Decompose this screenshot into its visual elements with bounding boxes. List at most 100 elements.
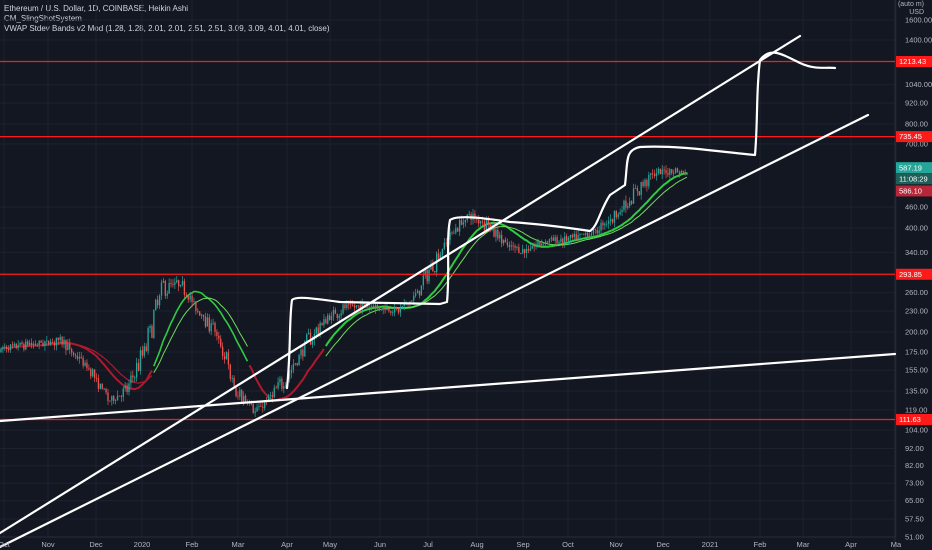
candle-body [615,210,618,218]
candle-body [529,248,532,251]
candle-body [27,341,29,345]
price-axis[interactable]: 1600.00 1400.00 1040.00 920.00 800.00 700.00 4… [905,16,932,542]
candle-body [288,373,291,380]
candle-body [608,221,610,224]
trend-drawings[interactable] [0,34,897,549]
price-tick-label: 260.00 [905,288,928,297]
candle-body [321,323,323,326]
candle-body [390,311,392,313]
candle-body [210,323,212,332]
candle-body [70,349,73,353]
level-price-tag: 293.85 [896,268,932,280]
candle-body [575,233,577,240]
candle-body [92,369,94,377]
candle-body [51,341,54,343]
candle-body [479,221,482,224]
candle-body [665,170,667,174]
candle-body [399,307,402,313]
candle-body [485,218,488,231]
candle-body [300,349,302,356]
candle-body [229,364,231,379]
ma-red-line [248,348,325,402]
candle-body [304,341,306,357]
candle-body [388,308,390,312]
candle-body [634,188,637,189]
candle-body [474,213,476,219]
candle-body [516,247,518,248]
candle-body [355,305,358,308]
candle-body [483,222,486,231]
candle-body [122,388,124,397]
time-tick-label: Oct [0,540,11,549]
price-tick-label: 1600.00 [905,16,932,25]
candle-body [283,386,285,389]
candle-body [78,356,80,359]
candle-body [351,304,354,306]
candle-body [577,234,579,240]
time-tick-label: Sep [516,540,529,549]
candle-body [502,239,505,244]
candle-body [565,236,568,241]
candle-body [581,233,583,235]
time-tick-label: Jun [374,540,386,549]
time-tick-label: Nov [41,540,55,549]
candle-body [309,332,312,345]
candle-body [571,235,574,238]
candle-body [420,285,423,296]
candle-body [535,245,537,247]
candle-body [328,315,331,321]
candle-body [294,363,296,365]
candle-body [455,228,457,233]
price-tick-label: 920.00 [905,99,928,108]
candle-body [212,322,214,324]
candle-body [493,224,495,237]
candle-body [19,342,21,345]
candle-body [648,174,650,187]
legend-indicator-slingshot: CM_SlingShotSystem [4,14,82,23]
candle-body [508,244,510,247]
candle-body [135,362,138,378]
candle-body [113,396,115,401]
candle-body [453,232,455,234]
candle-body [426,270,428,282]
candle-body [153,310,155,338]
price-tick-label: 340.00 [905,248,928,257]
time-tick-label: Nov [609,540,623,549]
last-price-tag-bg [896,162,932,174]
candle-body [684,172,686,175]
level-price-tag-bg [896,413,932,425]
candle-body [393,307,396,313]
price-tick-label: 51.00 [905,532,924,541]
candle-body [187,295,189,300]
candle-body [416,290,419,294]
candle-body [204,316,207,327]
candle-body [237,396,239,397]
candle-body [418,290,421,296]
candle-body [103,388,105,390]
candle-body [183,280,186,295]
candle-body [178,280,180,287]
candle-body [21,342,23,345]
candle-body [88,368,90,370]
candle-body [143,346,145,356]
candle-body [397,308,400,313]
price-tick-label: 65.00 [905,496,924,505]
candle-body [13,343,16,346]
candle-body [199,311,201,316]
candle-body [86,362,88,369]
candle-body [185,294,188,296]
candle-body [562,238,564,244]
candle-body [2,347,4,349]
candle-body [541,243,543,246]
candle-body [181,280,184,285]
candle-body [325,319,327,324]
candle-body [659,168,661,175]
time-axis[interactable]: Oct Nov Dec 2020 Feb Mar Apr May Jun Jul Aug Sep Oct… [0,540,902,549]
candle-body [617,214,619,218]
candle-body [72,352,75,355]
candle-body [28,342,31,345]
candle-body [401,305,403,308]
candle-body [277,382,279,389]
candle-body [621,210,623,213]
